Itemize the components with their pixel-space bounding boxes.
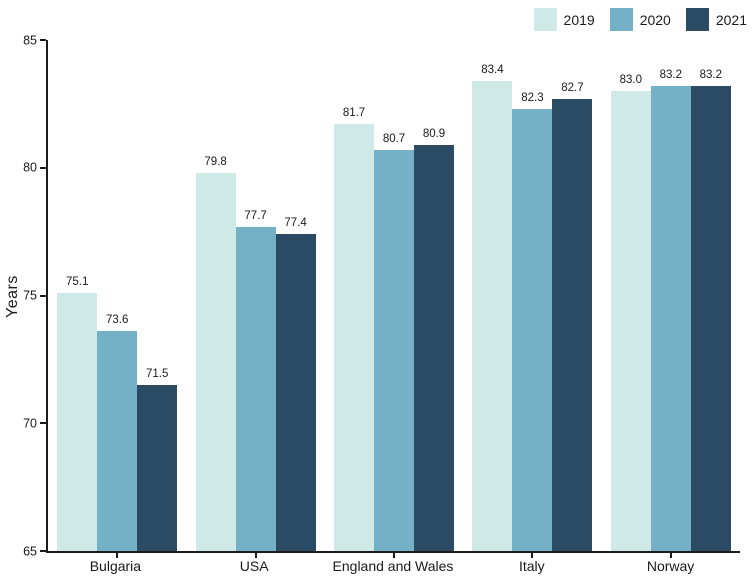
legend-swatch-2021 [685,8,709,31]
legend-swatch-2020 [609,8,633,31]
bar-value-label: 82.7 [561,81,584,94]
bar-group: 83.0 83.2 83.2 [602,40,740,558]
y-tick-label: 65 [23,543,37,558]
bar-value-label: 83.4 [481,63,504,76]
y-tick-mark [40,39,46,41]
bar-groups: 75.1 73.6 71.5 79.8 77.7 77.4 81.7 80.7 80.9 83.4… [48,40,740,558]
bar: 71.5 [137,368,178,551]
bar: 82.3 [512,92,553,551]
legend-swatch-2019 [533,8,557,31]
bar: 80.7 [374,133,415,551]
legend-item-2019: 2019 [533,8,595,31]
y-tick-label: 70 [23,416,37,430]
bar: 80.9 [414,128,455,551]
bar: 83.4 [472,64,513,551]
bar: 77.7 [235,210,276,551]
x-axis-category-label: USA [239,558,269,574]
legend-item-2021: 2021 [685,8,747,31]
legend-label: 2020 [639,11,671,28]
legend-label: 2021 [715,11,747,28]
y-tick-mark [40,166,46,169]
bar-value-label: 77.4 [284,217,307,230]
bar-value-label: 81.7 [342,107,366,120]
plot-area: 75.1 73.6 71.5 79.8 77.7 77.4 81.7 80.7 80.9 83.4… [23,34,740,558]
y-tick-mark [40,550,46,552]
bar-value-label: 80.7 [382,132,406,145]
bar-value-label: 73.6 [106,314,129,327]
y-tick-label: 80 [23,160,37,175]
bar: 81.7 [334,108,375,551]
y-tick-mark [40,294,46,297]
bar: 79.8 [195,156,236,551]
bar-value-label: 83.0 [619,74,643,87]
y-axis-title: Years [4,275,21,318]
bar: 83.0 [610,75,651,551]
x-axis-labels: Bulgaria USA England and Wales Italy Norway [46,558,740,575]
bar-value-label: 83.2 [699,69,723,81]
bar: 77.4 [275,218,316,551]
bar: 83.2 [650,69,691,551]
y-tick-label: 85 [23,32,37,47]
bar: 73.6 [97,315,138,551]
x-axis-category-label: England and Wales [332,558,454,574]
bar-group: 75.1 73.6 71.5 [48,40,186,558]
bar-value-label: 77.7 [244,209,267,222]
x-axis-category-label: Bulgaria [89,558,142,574]
y-tick-label: 75 [23,288,37,303]
bar-value-label: 82.3 [521,92,544,104]
bar: 83.2 [690,69,731,551]
x-axis-category-label: Italy [518,558,545,574]
legend: 2019 2020 2021 [533,8,747,31]
bar-group: 81.7 80.7 80.9 [325,40,463,558]
y-tick-mark [40,422,46,425]
bar-value-label: 79.8 [204,155,227,168]
bar: 82.7 [552,82,593,551]
bar: 75.1 [57,276,98,551]
bar-group: 79.8 77.7 77.4 [186,40,324,558]
x-axis-category-label: Norway [646,558,695,574]
bar-group: 83.4 82.3 82.7 [463,40,601,558]
legend-item-2020: 2020 [609,8,671,31]
bar-value-label: 75.1 [66,275,89,288]
bar-value-label: 80.9 [422,127,446,140]
legend-label: 2019 [563,11,595,28]
bar-value-label: 83.2 [659,69,683,81]
bar-value-label: 71.5 [146,367,169,380]
